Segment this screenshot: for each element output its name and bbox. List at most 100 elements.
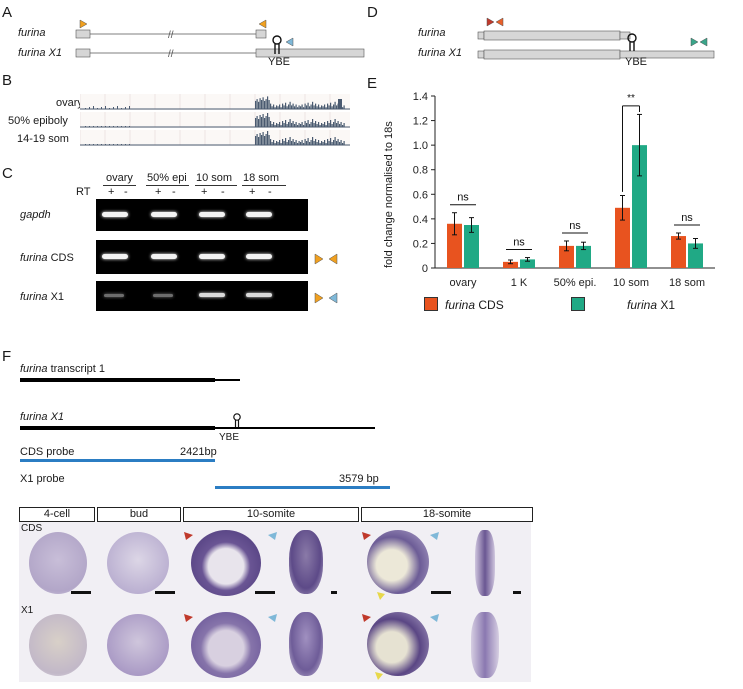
x-tick-label: 50% epi.: [554, 277, 597, 289]
coverage-bar: [325, 143, 327, 145]
coverage-bar: [339, 124, 341, 127]
gel-furina-x1: [96, 281, 308, 311]
primer-pair-x1-icon: [314, 292, 338, 304]
coverage-bar: [300, 142, 302, 145]
svg-text://: //: [168, 30, 174, 41]
coverage-bar: [318, 122, 320, 127]
coverage-bar: [304, 121, 306, 127]
gel-row-gapdh: gapdh: [20, 209, 51, 221]
coverage-bar: [270, 103, 272, 109]
scale-bar: [255, 591, 275, 594]
gel-col-ovary: ovary: [106, 172, 133, 184]
coverage-bar: [319, 125, 321, 127]
panel-label-c: C: [2, 165, 13, 182]
blue-arrow-left: [285, 37, 294, 47]
coverage-bar: [303, 107, 305, 109]
gel-row-x1: furina X1: [20, 291, 65, 303]
coverage-bar: [261, 117, 263, 127]
coverage-bar: [309, 124, 311, 127]
bar-furina-x1: [464, 225, 479, 268]
transcript1-cds-bar: [20, 378, 215, 382]
x1-exon-1: [75, 48, 91, 58]
x-tick-label: 18 som: [669, 277, 705, 289]
coverage-bar: [285, 120, 287, 127]
coverage-bar: [321, 105, 323, 109]
coverage-bar: [259, 133, 261, 145]
coverage-bar: [276, 141, 278, 145]
y-tick-label: 0.4: [413, 214, 428, 226]
coverage-bar: [319, 107, 321, 109]
x-tick-label: 1 K: [511, 277, 528, 289]
coverage-bar: [303, 125, 305, 127]
coverage-bar: [328, 123, 330, 127]
coverage-bar: [289, 119, 291, 127]
coverage-tracks: [80, 94, 350, 146]
coverage-bar: [255, 118, 257, 127]
coverage-bar: [334, 137, 336, 145]
orange-arrow-left: [258, 19, 267, 29]
coverage-bar: [324, 122, 326, 127]
rt-sign: +: [155, 186, 162, 198]
coverage-bar: [306, 105, 308, 109]
coverage-bar: [289, 137, 291, 145]
coverage-bar: [315, 103, 317, 109]
coverage-bar: [313, 123, 315, 127]
coverage-bar: [273, 104, 275, 109]
panel-a-ybe-label: YBE: [268, 56, 291, 68]
panel-d-row1-label: furina: [418, 27, 446, 39]
coverage-bar: [307, 120, 309, 127]
panel-a-gene-diagram: // //: [75, 19, 365, 60]
y-tick-label: 1.0: [413, 140, 428, 152]
rt-sign: -: [172, 186, 176, 198]
coverage-bar: [343, 141, 345, 145]
bar-furina-x1: [576, 245, 591, 268]
coverage-bar: [274, 125, 276, 127]
coverage-bar: [337, 121, 339, 127]
coverage-bar: [268, 100, 270, 109]
cds-probe-length: 2421bp: [180, 446, 217, 458]
coverage-bar: [336, 123, 338, 127]
rt-sign: +: [201, 186, 208, 198]
coverage-bar: [304, 139, 306, 145]
bar-furina-cds: [503, 261, 518, 268]
significance-label: **: [627, 93, 635, 104]
cds-probe-bar: [20, 459, 215, 462]
coverage-bar: [298, 105, 300, 109]
panel-label-a: A: [2, 4, 13, 21]
coverage-bar: [336, 105, 338, 109]
coverage-bar: [309, 106, 311, 109]
coverage-bar: [283, 141, 285, 145]
cds-probe-label: CDS probe: [20, 446, 75, 458]
x1-exon-2: [255, 48, 365, 58]
coverage-bar: [288, 122, 290, 127]
coverage-bar: [325, 107, 327, 109]
coverage-bar: [277, 142, 279, 145]
stage-header-4cell: 4-cell: [19, 507, 95, 522]
coverage-bar: [265, 99, 267, 109]
coverage-bar: [261, 100, 263, 109]
coverage-bar: [295, 140, 297, 145]
x1-utr-bar: [215, 427, 375, 429]
coverage-bar: [267, 131, 269, 145]
coverage-bar: [264, 118, 266, 127]
coverage-bar: [277, 124, 279, 127]
y-tick-label: 0.2: [413, 238, 428, 250]
panel-a-row1-label: furina: [18, 27, 46, 39]
coverage-bar: [294, 142, 296, 145]
coverage-bar: [264, 136, 266, 145]
y-tick-label: 0: [422, 263, 428, 275]
coverage-bar: [307, 138, 309, 145]
coverage-bar: [319, 143, 321, 145]
rt-sign: -: [268, 186, 272, 198]
row-label-cds: CDS: [21, 523, 43, 534]
coverage-bar: [325, 125, 327, 127]
coverage-bar: [334, 119, 336, 127]
red-arrow-right: [486, 17, 495, 27]
legend-label-cds: furina CDS: [445, 298, 504, 312]
coverage-bar: [330, 120, 332, 127]
coverage-bar: [301, 104, 303, 109]
coverage-bar: [273, 122, 275, 127]
orange-arrow-left: [495, 17, 504, 27]
svg-text://: //: [168, 49, 174, 60]
